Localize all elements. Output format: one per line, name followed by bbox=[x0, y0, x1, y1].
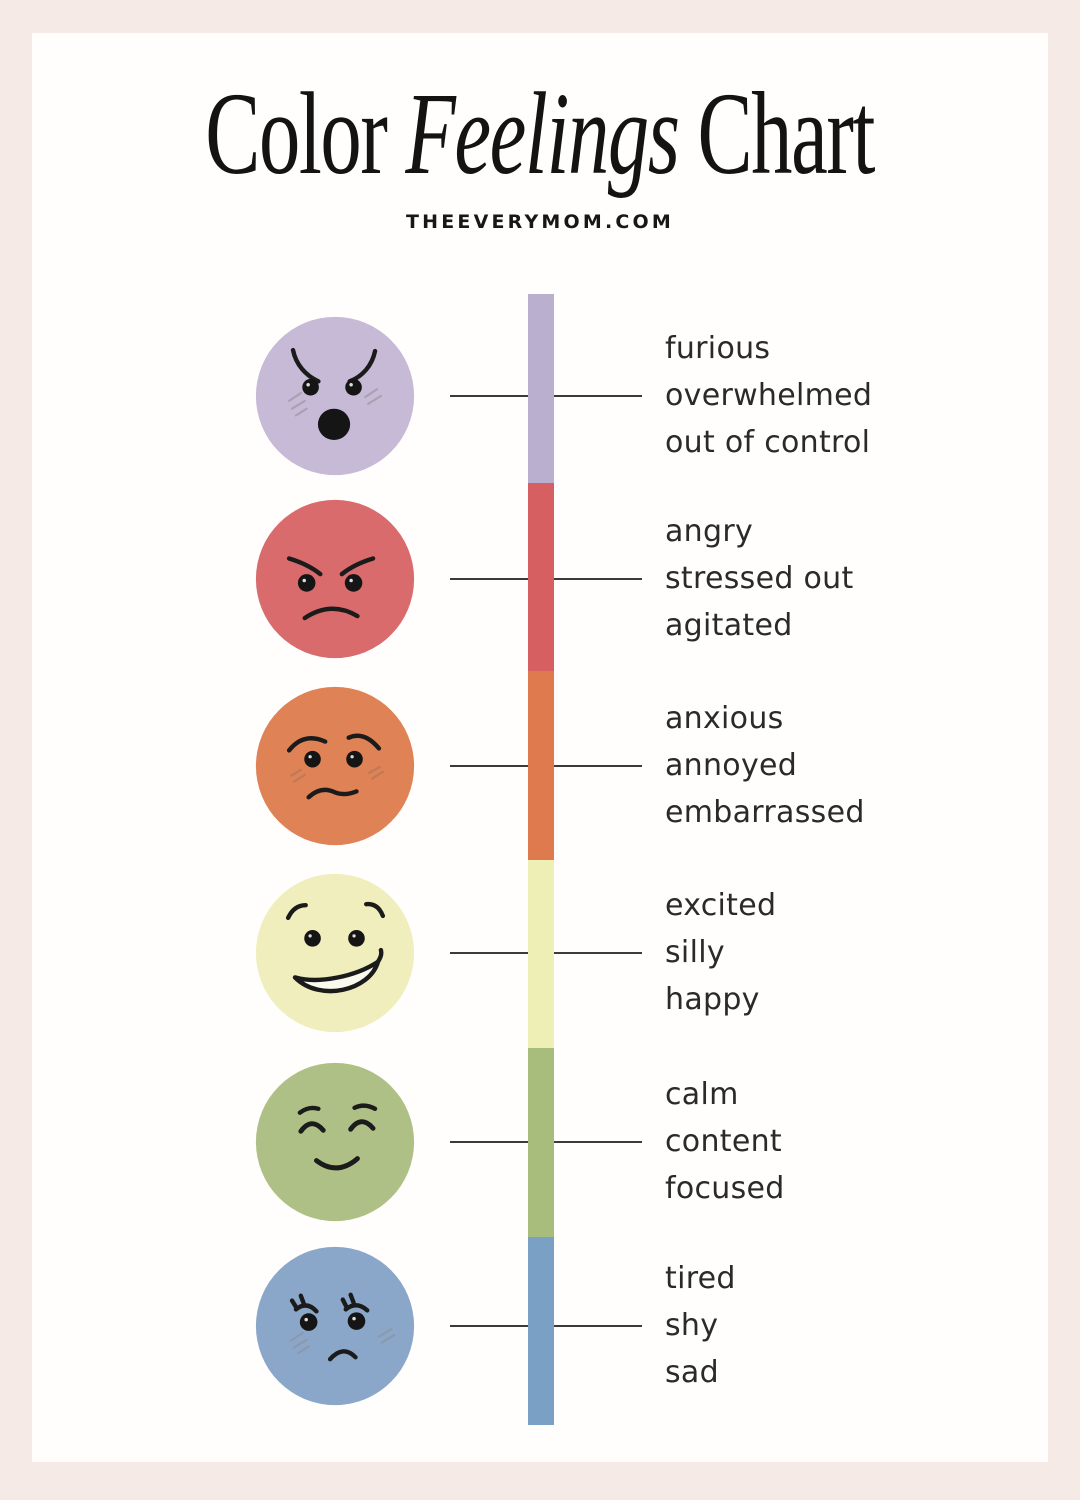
scale-segment-anxious bbox=[528, 671, 554, 860]
emotion-words-tired: tired shy sad bbox=[665, 1255, 736, 1396]
scale-segment-furious bbox=[528, 294, 554, 483]
emotion-word: happy bbox=[665, 982, 760, 1017]
face-circle bbox=[255, 1062, 415, 1222]
anxious-face-icon bbox=[255, 686, 415, 846]
emotion-words-anxious: anxious annoyed embarrassed bbox=[665, 695, 865, 836]
color-scale-bar bbox=[528, 294, 554, 1425]
emotion-word: angry bbox=[665, 514, 754, 549]
calm-face-icon bbox=[255, 1062, 415, 1222]
emotion-word: focused bbox=[665, 1171, 785, 1206]
excited-face-icon bbox=[255, 873, 415, 1033]
face-circle bbox=[255, 1246, 415, 1406]
face-circle bbox=[255, 686, 415, 846]
emotion-word: content bbox=[665, 1124, 782, 1159]
title-word-feelings: Feelings bbox=[405, 68, 681, 199]
emotion-words-excited: excited silly happy bbox=[665, 882, 776, 1023]
title-word-chart: Chart bbox=[697, 68, 876, 199]
tired-face-icon bbox=[255, 1246, 415, 1406]
emotion-word: annoyed bbox=[665, 748, 798, 783]
scale-segment-tired bbox=[528, 1236, 554, 1425]
scale-segment-excited bbox=[528, 859, 554, 1048]
emotion-word: furious bbox=[665, 331, 771, 366]
page-title: Color Feelings Chart bbox=[0, 68, 1080, 200]
emotion-word: agitated bbox=[665, 608, 793, 643]
emotion-word: calm bbox=[665, 1077, 739, 1112]
emotion-word: out of control bbox=[665, 425, 871, 460]
emotion-word: overwhelmed bbox=[665, 378, 873, 413]
furious-face-icon bbox=[255, 316, 415, 476]
emotion-word: sad bbox=[665, 1355, 719, 1390]
emotion-word: stressed out bbox=[665, 561, 854, 596]
emotion-words-furious: furious overwhelmed out of control bbox=[665, 325, 872, 466]
emotion-words-calm: calm content focused bbox=[665, 1071, 785, 1212]
angry-face-icon bbox=[255, 499, 415, 659]
emotion-word: anxious bbox=[665, 701, 784, 736]
face-circle bbox=[255, 873, 415, 1033]
title-word-color: Color bbox=[205, 68, 389, 199]
emotion-word: silly bbox=[665, 935, 725, 970]
emotion-word: excited bbox=[665, 888, 777, 923]
emotion-word: shy bbox=[665, 1308, 719, 1343]
emotion-word: embarrassed bbox=[665, 795, 865, 830]
face-circle bbox=[255, 499, 415, 659]
scale-segment-calm bbox=[528, 1048, 554, 1237]
site-credit: THEEVERYMOM.COM bbox=[405, 211, 675, 233]
emotion-words-angry: angry stressed out agitated bbox=[665, 508, 854, 649]
scale-segment-angry bbox=[528, 482, 554, 671]
emotion-word: tired bbox=[665, 1261, 736, 1296]
